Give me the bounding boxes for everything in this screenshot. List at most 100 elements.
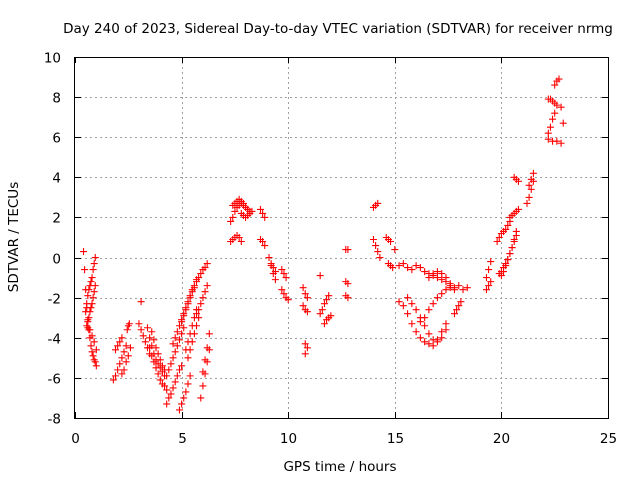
data-point — [156, 376, 164, 384]
data-point — [369, 236, 377, 244]
data-point — [118, 370, 126, 378]
data-point — [497, 272, 505, 280]
y-tick-label: -2 — [48, 292, 61, 308]
data-point — [303, 308, 311, 316]
data-point — [408, 266, 416, 274]
data-point — [301, 340, 309, 348]
grid-lines — [75, 57, 608, 418]
data-point — [514, 205, 522, 213]
data-point — [527, 175, 535, 183]
data-point — [438, 334, 446, 342]
data-point — [89, 352, 97, 360]
data-point — [344, 280, 352, 288]
data-point — [404, 264, 412, 272]
data-point — [433, 274, 441, 282]
data-point — [506, 250, 514, 258]
data-point — [504, 221, 512, 229]
data-point — [122, 358, 130, 366]
data-point — [323, 296, 331, 304]
data-point — [278, 286, 286, 294]
data-point — [90, 260, 98, 268]
data-point — [508, 244, 516, 252]
data-point — [450, 310, 458, 318]
y-tick-label: 8 — [52, 91, 61, 107]
data-point — [299, 284, 307, 292]
data-point — [544, 135, 552, 143]
data-point — [529, 169, 537, 177]
data-point — [175, 406, 183, 414]
data-point — [146, 344, 154, 352]
data-point — [163, 372, 171, 380]
data-point — [84, 292, 92, 300]
data-point — [173, 328, 181, 336]
data-point — [197, 300, 205, 308]
data-point — [372, 242, 380, 250]
data-point — [459, 286, 467, 294]
data-point — [205, 330, 213, 338]
data-point — [429, 300, 437, 308]
x-axis-label: GPS time / hours — [283, 459, 396, 475]
data-point — [86, 326, 94, 334]
data-point — [299, 302, 307, 310]
data-point — [267, 260, 275, 268]
data-point — [259, 209, 267, 217]
data-point — [114, 366, 122, 374]
data-point — [167, 390, 175, 398]
data-point — [559, 119, 567, 127]
chart-title: Day 240 of 2023, Sidereal Day-to-day VTE… — [63, 21, 613, 37]
data-point — [90, 338, 98, 346]
data-point — [188, 288, 196, 296]
x-tick-label: 0 — [71, 431, 80, 447]
y-tick-label: -8 — [48, 412, 61, 428]
data-point — [156, 356, 164, 364]
data-point — [87, 342, 95, 350]
data-point — [553, 101, 561, 109]
data-point — [199, 382, 207, 390]
data-point — [320, 300, 328, 308]
data-point — [171, 378, 179, 386]
data-point — [551, 81, 559, 89]
data-point — [557, 103, 565, 111]
data-point — [175, 366, 183, 374]
data-point — [399, 260, 407, 268]
data-point — [143, 324, 151, 332]
data-point — [504, 256, 512, 264]
data-point — [193, 322, 201, 330]
data-point — [146, 334, 154, 342]
data-point — [421, 268, 429, 276]
data-point — [197, 394, 205, 402]
data-point — [171, 334, 179, 342]
data-point — [184, 380, 192, 388]
y-tick-label: 2 — [52, 211, 61, 227]
data-point — [87, 278, 95, 286]
data-point — [178, 318, 186, 326]
data-point — [154, 370, 162, 378]
data-point — [244, 205, 252, 213]
data-point — [178, 362, 186, 370]
data-point — [91, 282, 99, 290]
data-point — [87, 304, 95, 312]
tick-labels: 0 5 10 15 20 25 -8 -6 -4 -2 0 2 4 6 8 10 — [44, 51, 617, 448]
data-point — [429, 336, 437, 344]
data-point — [502, 225, 510, 233]
data-point — [259, 238, 267, 246]
data-point — [182, 388, 190, 396]
data-point — [122, 342, 130, 350]
data-point — [374, 199, 382, 207]
data-point — [112, 346, 120, 354]
data-point — [485, 266, 493, 274]
data-point — [197, 270, 205, 278]
data-point — [404, 294, 412, 302]
data-point — [408, 320, 416, 328]
data-point — [88, 332, 96, 340]
y-tick-label: -4 — [48, 332, 61, 348]
data-point — [512, 227, 520, 235]
x-tick-label: 15 — [387, 431, 404, 447]
data-point — [425, 274, 433, 282]
data-point — [303, 294, 311, 302]
data-point — [231, 207, 239, 215]
data-point — [442, 326, 450, 334]
y-tick-label: -6 — [48, 372, 61, 388]
data-point — [280, 270, 288, 278]
